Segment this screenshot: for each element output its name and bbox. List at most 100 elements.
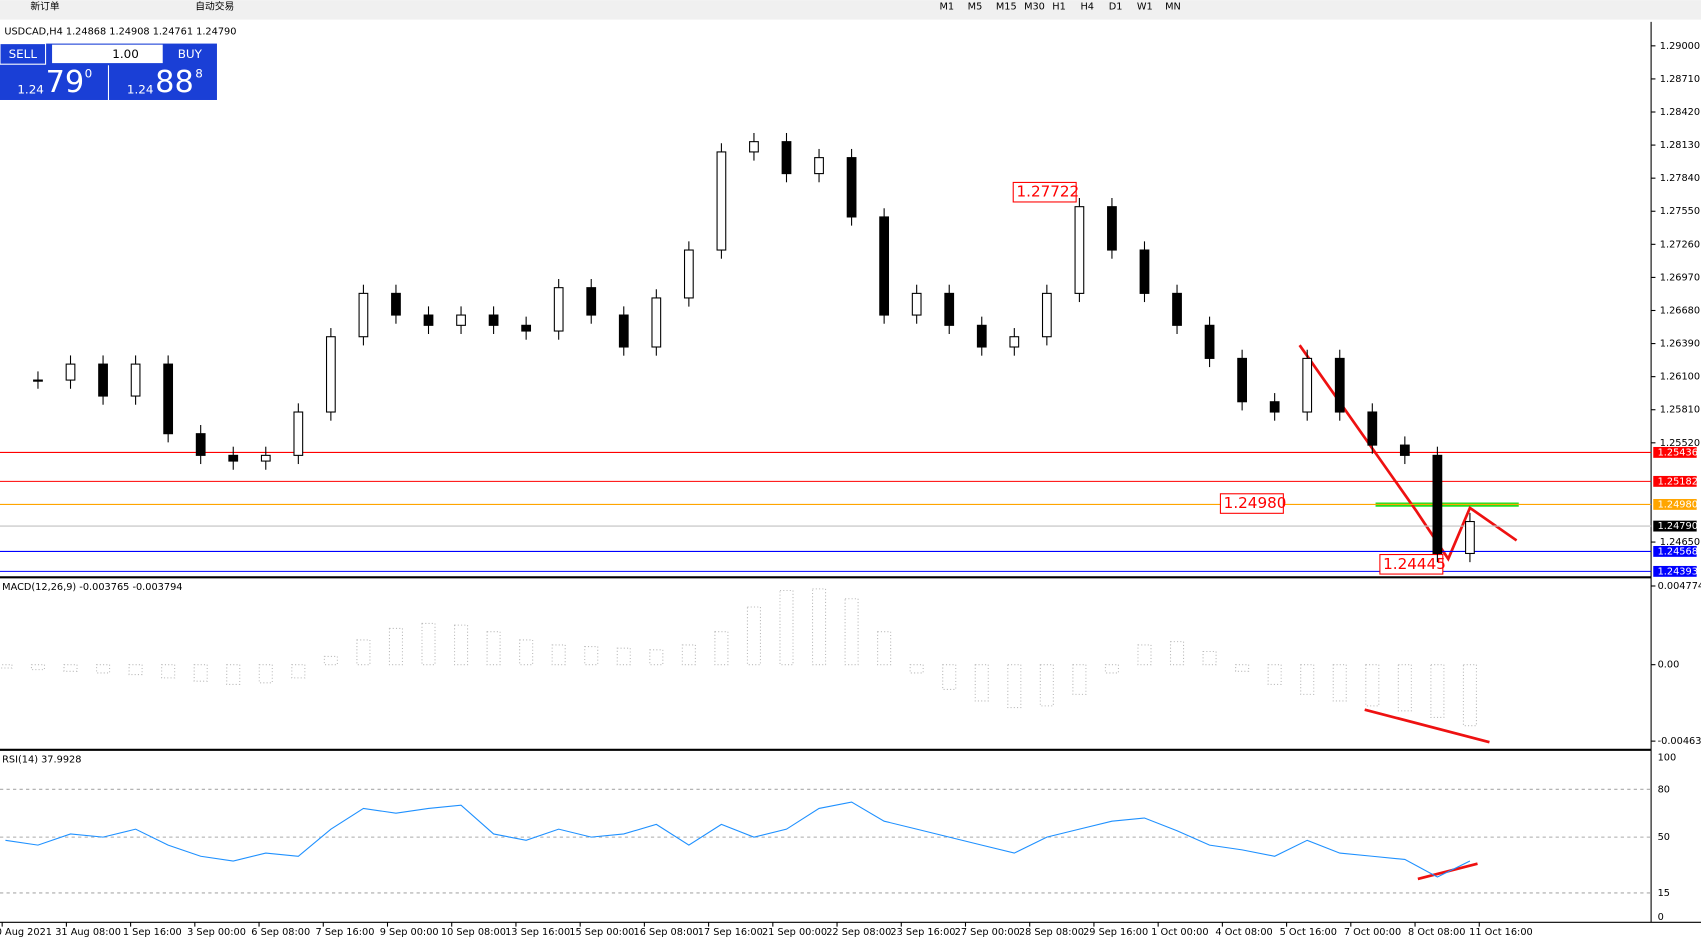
candle [1074,206,1085,294]
macd-bar [1397,664,1412,712]
lot[interactable]: 1.00 [112,47,139,61]
candle [1334,357,1345,413]
macd-bar [974,664,989,702]
rsi-tick-label: 0 [1658,912,1664,923]
macd-bar [877,631,892,666]
time-label: 27 Sep 00:00 [955,927,1020,938]
candle [1204,324,1215,359]
macd-bar [1235,664,1250,672]
annotation: 1.27722 [1016,183,1079,201]
timeframe[interactable]: W1 [1137,2,1153,13]
macd-bar [1267,664,1282,686]
toolbar [0,0,1701,20]
price-tick-label: 1.28420 [1660,107,1700,118]
candle [1172,292,1182,326]
macd-bar [388,627,404,666]
timeframe[interactable]: D1 [1109,2,1123,13]
time-label: 11 Oct 16:00 [1469,927,1533,938]
candle [391,292,401,316]
macd-bar [161,664,176,679]
timeframe[interactable]: MN [1165,2,1181,13]
time-label: 16 Sep 08:00 [634,927,699,938]
price-tick-label: 1.27260 [1660,239,1700,250]
chart-header: USDCAD,H4 1.24868 1.24908 1.24761 1.2479… [4,27,236,38]
lot-input[interactable] [52,44,163,64]
time-label: 8 Oct 08:00 [1408,927,1465,938]
price-tick-label: 1.26970 [1660,272,1700,283]
timeframe[interactable]: H1 [1052,2,1066,13]
candle [618,314,629,348]
macd-bar [1007,664,1022,709]
sell-btn[interactable] [0,43,47,65]
price-tick-label: 1.29000 [1660,41,1700,52]
macd-tick-label: 0.00 [1658,660,1680,671]
sell-frac[interactable]: 0 [85,66,93,80]
timeframe[interactable]: M5 [968,2,983,13]
annotation: 1.24980 [1224,494,1287,512]
auto-trading[interactable]: 自动交易 [195,0,234,13]
time-label: 22 Sep 08:00 [826,927,891,938]
timeframe[interactable]: M1 [939,2,954,13]
buy-label[interactable]: BUY [178,47,203,61]
macd-bar [681,644,696,666]
time-label: 10 Sep 08:00 [441,927,506,938]
price-tick-label: 1.27550 [1660,206,1700,217]
time-label: 7 Oct 00:00 [1344,927,1401,938]
candle [260,454,271,462]
price-tick-label: 1.26680 [1660,305,1700,316]
candle [749,141,759,153]
time-label: 0 Aug 2021 [0,927,52,938]
macd-bar [1169,641,1185,666]
candle [1041,292,1052,338]
macd-bar [1104,664,1119,674]
rsi-tick-label: 50 [1658,832,1670,843]
candle [163,363,174,435]
new-order[interactable]: 新订单 [30,0,59,13]
macd-bar [128,664,143,676]
time-label: 13 Sep 16:00 [505,927,570,938]
level-label: 1.24393 [1658,566,1698,577]
level-tag [1653,475,1697,487]
timeframe[interactable]: M15 [996,2,1017,13]
rsi-divergence [1417,862,1478,881]
level-label: 1.25182 [1658,476,1698,487]
timeframe[interactable]: H4 [1080,2,1094,13]
candle [879,216,890,316]
buy-pips[interactable]: 88 [155,65,194,100]
candle [325,336,336,413]
candle [553,287,564,332]
sell-pips[interactable]: 79 [46,65,85,100]
macd-bar [746,606,762,666]
macd-bar [1430,664,1445,718]
time-label: 1 Oct 00:00 [1151,927,1208,938]
macd-tick-label: 0.004774 [1658,581,1701,592]
candle [651,297,662,348]
sell-label[interactable]: SELL [9,47,38,61]
time-label: 1 Sep 16:00 [123,927,182,938]
candle [846,157,857,218]
level-label: 1.24980 [1658,499,1698,510]
level-tag [1653,498,1697,510]
time-label: 17 Sep 16:00 [698,927,763,938]
macd-bar [1365,664,1380,707]
level-tag [1653,565,1697,577]
time-label: 7 Sep 16:00 [316,927,375,938]
macd-bar [323,655,338,666]
candle [423,314,434,326]
candle [1465,520,1475,555]
macd-bar [1300,664,1315,695]
candle [1139,249,1150,294]
macd-bar [551,644,566,666]
timeframe[interactable]: M30 [1024,2,1045,13]
sell-big[interactable]: 1.24 [17,83,44,97]
candle [586,287,597,316]
buy-frac[interactable]: 8 [195,66,203,80]
buy-big[interactable]: 1.24 [127,83,154,97]
macd-bar [30,664,46,671]
macd-bar [844,598,859,666]
candle [1269,401,1280,413]
price-tick-label: 1.28710 [1660,74,1700,85]
candle [814,157,824,175]
macd-tick-label: -0.004637 [1658,736,1701,747]
